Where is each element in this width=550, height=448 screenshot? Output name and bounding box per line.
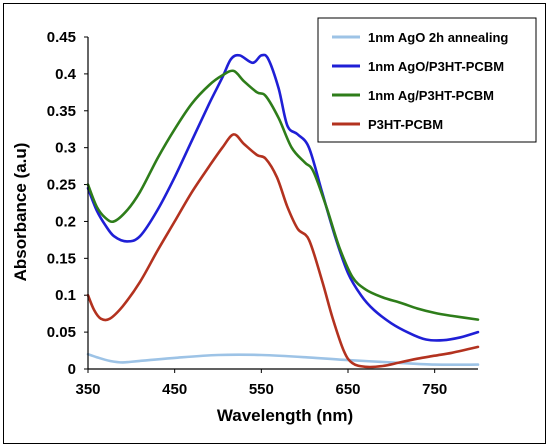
legend: 1nm AgO 2h annealing 1nm AgO/P3HT-PCBM 1nm… bbox=[317, 17, 537, 143]
y-tick-label: 0.45 bbox=[47, 29, 76, 46]
y-tick-label: 0.4 bbox=[55, 66, 77, 83]
x-tick-label: 650 bbox=[335, 381, 360, 398]
series-line-1 bbox=[86, 352, 480, 367]
x-axis-title: Wavelength (nm) bbox=[217, 406, 353, 425]
y-tick-label: 0.1 bbox=[55, 287, 76, 304]
y-tick-label: 0.25 bbox=[47, 177, 76, 194]
legend-label: 1nm AgO 2h annealing bbox=[368, 30, 508, 45]
legend-label: P3HT-PCBM bbox=[368, 117, 443, 132]
series-line-4 bbox=[86, 133, 480, 369]
legend-box bbox=[317, 17, 537, 143]
series-line-2 bbox=[86, 53, 480, 342]
y-tick-label: 0.2 bbox=[55, 213, 76, 230]
x-tick-label: 550 bbox=[249, 381, 274, 398]
series-line-3 bbox=[86, 69, 480, 321]
y-tick-label: 0 bbox=[68, 361, 76, 378]
x-tick-label: 750 bbox=[422, 381, 447, 398]
y-tick-label: 0.05 bbox=[47, 324, 76, 341]
legend-label: 1nm AgO/P3HT-PCBM bbox=[368, 59, 504, 74]
x-tick-label: 350 bbox=[75, 381, 100, 398]
series-lines bbox=[86, 53, 480, 369]
x-axis-ticks: 350 450 550 650 750 bbox=[75, 369, 447, 398]
legend-label: 1nm Ag/P3HT-PCBM bbox=[368, 88, 494, 103]
y-tick-label: 0.3 bbox=[55, 140, 76, 157]
x-tick-label: 450 bbox=[162, 381, 187, 398]
y-tick-label: 0.35 bbox=[47, 103, 76, 120]
y-axis-ticks: 0 0.05 0.1 0.15 0.2 0.25 0.3 0.35 0.4 0.45 bbox=[47, 29, 88, 378]
y-tick-label: 0.15 bbox=[47, 250, 76, 267]
y-axis-title: Absorbance (a.u) bbox=[11, 143, 30, 282]
